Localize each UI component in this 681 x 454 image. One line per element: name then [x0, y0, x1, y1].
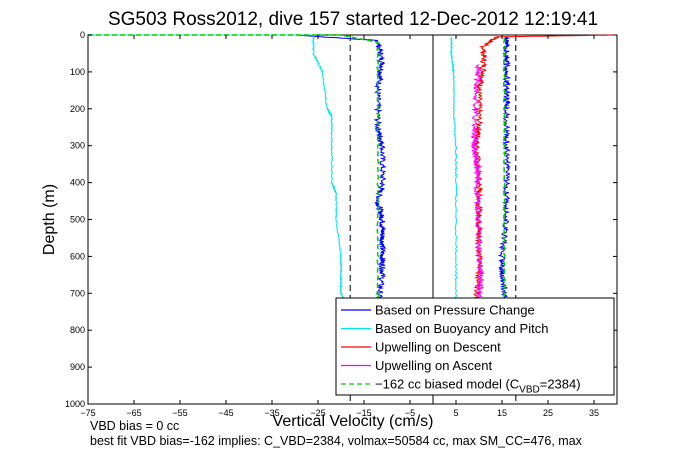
y-tick-label: 200 [70, 104, 85, 114]
x-tick-label: −55 [172, 408, 187, 418]
y-tick-label: 700 [70, 288, 85, 298]
x-tick-label: 15 [497, 408, 507, 418]
series-line [88, 34, 387, 305]
series-line [470, 64, 484, 305]
legend-label: Upwelling on Descent [375, 340, 501, 355]
x-tick-label: −25 [310, 408, 325, 418]
x-axis-label: Vertical Velocity (cm/s) [273, 413, 434, 430]
series-line [88, 34, 347, 305]
series-line [449, 36, 458, 305]
y-axis-label: Depth (m) [41, 184, 58, 255]
series-line [502, 36, 506, 305]
legend-label: Based on Pressure Change [375, 303, 535, 318]
x-tick-label: 5 [453, 408, 458, 418]
x-tick-label: −35 [264, 408, 279, 418]
legend: Based on Pressure Change Based on Buoyanc… [335, 297, 615, 396]
x-tick-label: 25 [543, 408, 553, 418]
series-layer [88, 34, 617, 305]
legend-label: Based on Buoyancy and Pitch [375, 321, 548, 336]
x-tick-label: −75 [80, 408, 95, 418]
y-tick-label: 400 [70, 178, 85, 188]
legend-label: Upwelling on Ascent [375, 358, 492, 373]
x-tick-label: −65 [126, 408, 141, 418]
y-tick-label: 800 [70, 325, 85, 335]
y-tick-label: 500 [70, 215, 85, 225]
y-tick-label: 600 [70, 251, 85, 261]
y-tick-label: 100 [70, 67, 85, 77]
y-tick-label: 300 [70, 141, 85, 151]
axis-ticks: −75 −65 −55 −45 −35 −25 −15 −5 5 15 25 350100200300… [65, 30, 617, 418]
y-tick-label: 900 [70, 362, 85, 372]
vbd-bias-note: VBD bias = 0 cc [90, 419, 180, 433]
x-tick-label: −45 [218, 408, 233, 418]
best-fit-note: best fit VBD bias=-162 implies: C_VBD=23… [90, 434, 582, 448]
x-tick-label: −5 [405, 408, 415, 418]
chart-title: SG503 Ross2012, dive 157 started 12-Dec-… [108, 9, 598, 30]
x-tick-label: 35 [589, 408, 599, 418]
series-line [88, 34, 381, 305]
y-tick-label: 0 [80, 30, 85, 40]
x-tick-label: −15 [356, 408, 371, 418]
y-tick-label: 1000 [65, 399, 85, 409]
legend-box [335, 297, 615, 396]
